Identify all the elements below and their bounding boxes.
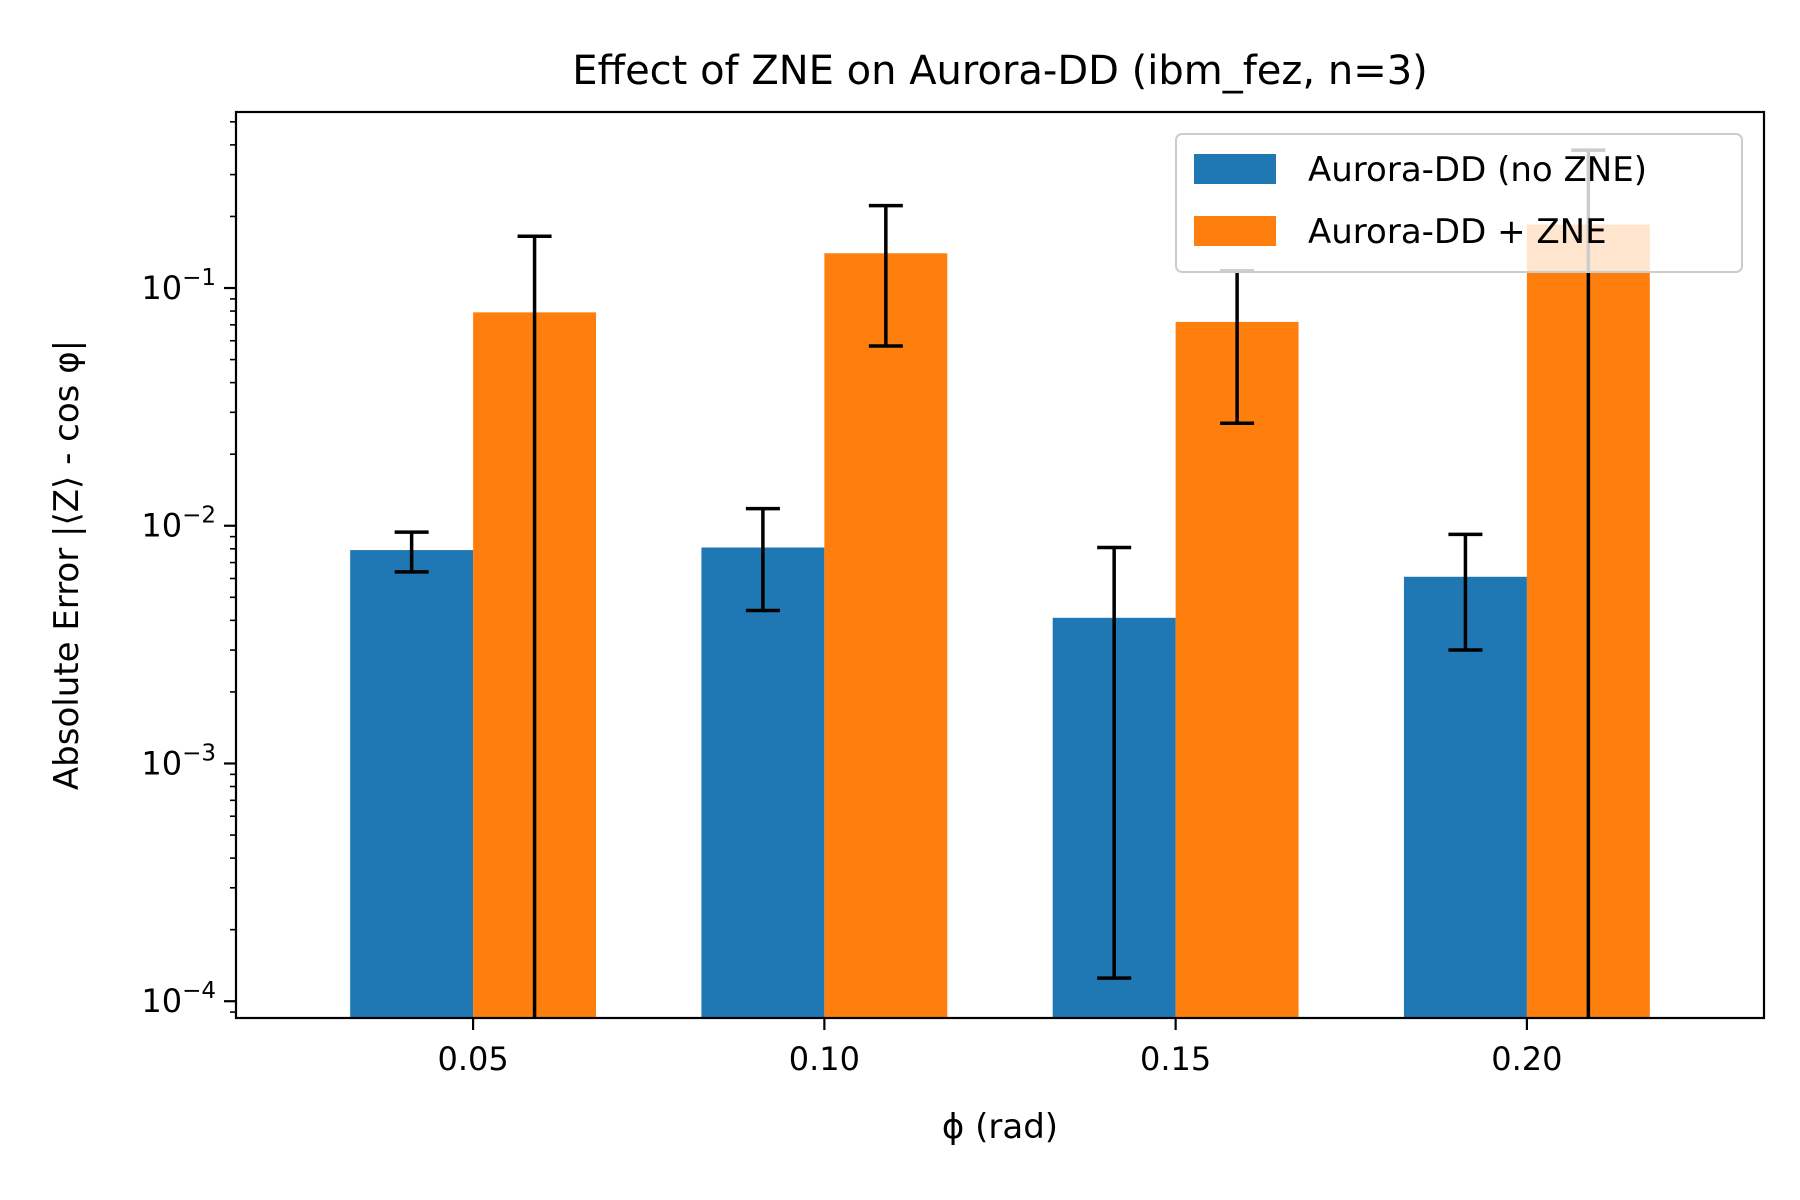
x-axis-label: ϕ (rad) bbox=[942, 1107, 1058, 1147]
legend-swatch-zne bbox=[1194, 216, 1276, 246]
legend: Aurora-DD (no ZNE) Aurora-DD + ZNE bbox=[1175, 133, 1743, 273]
bars-layer bbox=[350, 224, 1650, 1019]
x-tick-label: 0.20 bbox=[1491, 1040, 1562, 1078]
bar-no-zne-0.10 bbox=[701, 547, 825, 1018]
errorbar-no-zne-0.15 bbox=[1097, 545, 1132, 980]
errorbar-zne-0.10 bbox=[868, 203, 903, 348]
x-tick-label: 0.10 bbox=[789, 1040, 860, 1078]
bar-no-zne-0.05 bbox=[350, 550, 474, 1018]
y-tick-label: 10−2 bbox=[141, 503, 216, 545]
y-axis-ticks: 10−4 10−3 10−2 10−1 bbox=[141, 121, 236, 1020]
legend-swatch-no-zne bbox=[1194, 154, 1276, 184]
x-tick-label: 0.15 bbox=[1140, 1040, 1211, 1078]
plot-frame bbox=[234, 110, 1766, 1020]
errorbar-no-zne-0.05 bbox=[394, 530, 429, 574]
legend-frame bbox=[1175, 133, 1743, 273]
bar-zne-0.10 bbox=[824, 253, 948, 1019]
errorbar-zne-0.05 bbox=[517, 234, 552, 1018]
y-axis-label: Absolute Error |⟨Z⟩ - cos φ| bbox=[47, 340, 87, 790]
errorbar-no-zne-0.20 bbox=[1448, 532, 1483, 652]
y-tick-label: 10−3 bbox=[141, 740, 216, 782]
y-tick-label: 10−4 bbox=[141, 978, 216, 1020]
errorbar-no-zne-0.10 bbox=[745, 506, 780, 613]
errorbars-layer bbox=[394, 148, 1606, 1018]
x-tick-label: 0.05 bbox=[437, 1040, 508, 1078]
bar-zne-0.15 bbox=[1175, 321, 1299, 1018]
x-axis-ticks: 0.05 0.10 0.15 0.20 bbox=[437, 1018, 1563, 1078]
legend-label-zne: Aurora-DD + ZNE bbox=[1308, 212, 1607, 252]
y-tick-label: 10−1 bbox=[141, 265, 216, 307]
chart-title: Effect of ZNE on Aurora-DD (ibm_fez, n=3… bbox=[572, 48, 1428, 94]
legend-label-no-zne: Aurora-DD (no ZNE) bbox=[1308, 150, 1647, 190]
